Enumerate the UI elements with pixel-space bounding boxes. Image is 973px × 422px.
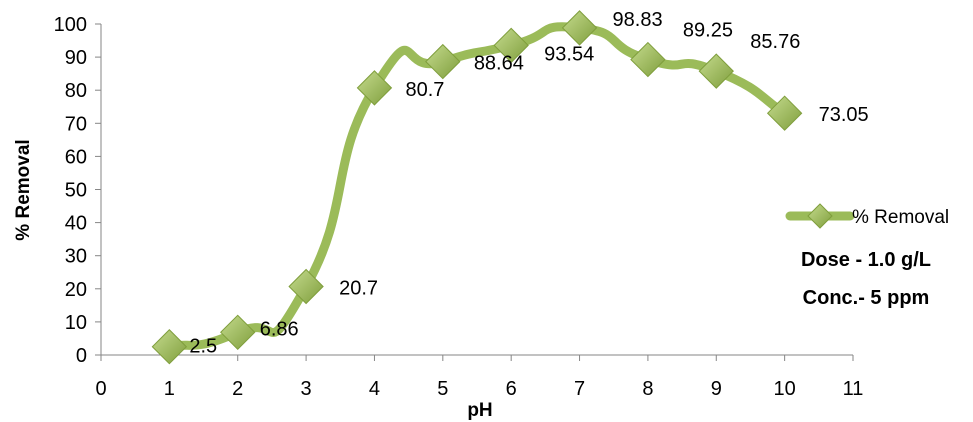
dose-annotation: Dose - 1.0 g/L [801, 249, 931, 271]
y-tick-label: 100 [54, 14, 87, 36]
data-point-marker [288, 268, 324, 305]
data-label: 98.83 [613, 9, 663, 31]
y-tick-label: 90 [65, 47, 87, 69]
x-tick-label: 6 [506, 378, 517, 400]
data-label: 88.64 [474, 53, 524, 75]
data-point-marker [561, 10, 598, 46]
data-label: 89.25 [683, 20, 733, 42]
data-label: 93.54 [544, 43, 594, 65]
x-tick-label: 8 [642, 378, 653, 400]
y-tick-label: 0 [76, 345, 87, 367]
x-tick-label: 10 [774, 378, 796, 400]
axes [95, 23, 854, 361]
data-point-marker [425, 43, 461, 80]
x-tick-label: 5 [437, 378, 448, 400]
data-point-marker [220, 314, 256, 351]
x-axis-title: pH [467, 400, 492, 421]
data-label: 6.86 [260, 318, 299, 340]
y-tick-label: 80 [65, 80, 87, 102]
data-point-marker [151, 329, 188, 365]
x-tick-label: 9 [711, 378, 722, 400]
x-tick-label: 1 [164, 378, 175, 400]
series-markers [151, 10, 803, 365]
y-tick-label: 60 [65, 146, 87, 168]
x-tick-label: 2 [232, 378, 243, 400]
y-tick-label: 50 [65, 180, 87, 202]
x-tick-label: 3 [301, 378, 312, 400]
concentration-annotation: Conc.- 5 ppm [803, 287, 930, 309]
y-tick-label: 30 [65, 246, 87, 268]
x-tick-label: 11 [843, 378, 864, 400]
data-point-marker [493, 27, 529, 64]
y-tick-label: 70 [65, 113, 87, 135]
data-point-marker [630, 41, 666, 78]
data-labels: 2.5 6.86 20.7 80.7 88.64 93.54 98.83 89.25 85.76… [189, 9, 868, 358]
series-line [164, 22, 790, 352]
data-point-marker [698, 53, 734, 89]
data-point-marker [766, 95, 803, 131]
x-tick-label: 7 [574, 378, 585, 400]
y-tick-label: 40 [65, 213, 87, 235]
y-axis-title: % Removal [13, 139, 34, 240]
legend-marker [807, 203, 833, 229]
y-tick-label: 10 [65, 312, 87, 334]
tick-labels: 0 10 20 30 40 50 60 70 80 90 100 0 1 2 3 4 5 6 7 8 9 10 11 [54, 14, 864, 400]
y-tick-label: 20 [65, 279, 87, 301]
x-tick-label: 4 [369, 378, 380, 400]
data-label: 20.7 [339, 277, 378, 299]
series-line-path [164, 22, 790, 352]
legend: % Removal [785, 203, 949, 229]
data-label: 73.05 [819, 104, 869, 126]
x-tick-label: 0 [95, 378, 106, 400]
data-label: 2.5 [189, 336, 217, 358]
data-label: 85.76 [750, 31, 800, 53]
data-label: 80.7 [405, 79, 444, 101]
legend-label: % Removal [852, 207, 949, 228]
data-point-marker [356, 70, 393, 106]
